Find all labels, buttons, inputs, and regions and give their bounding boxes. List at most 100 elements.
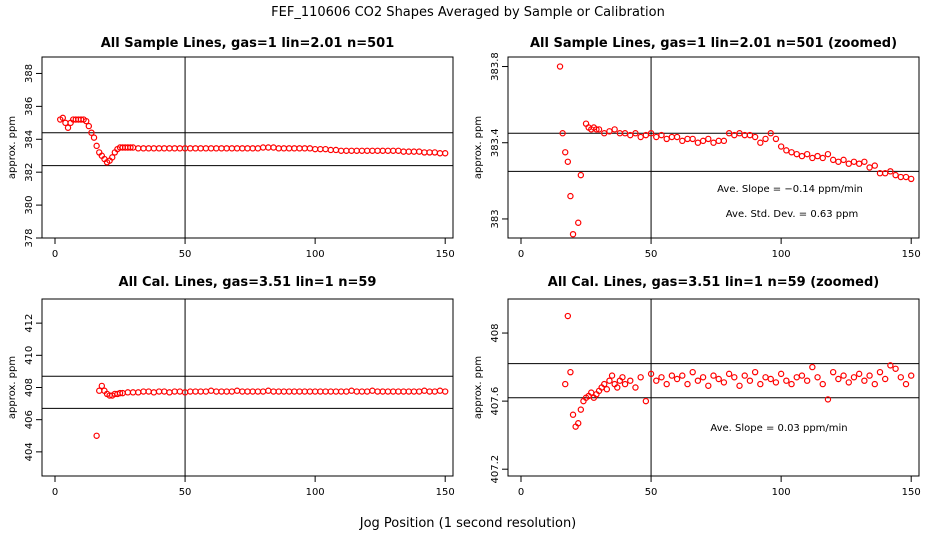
- data-point: [127, 144, 134, 151]
- data-point: [658, 131, 665, 139]
- data-point: [741, 372, 748, 379]
- data-point: [556, 63, 564, 70]
- data-point: [725, 370, 733, 378]
- data-point: [436, 387, 444, 394]
- data-point: [887, 362, 894, 369]
- data-point: [135, 389, 142, 396]
- chart-panel-2: All Sample Lines, gas=1 lin=2.01 n=501 (…: [473, 36, 921, 260]
- data-point: [731, 131, 738, 139]
- data-point: [93, 142, 100, 150]
- data-point: [788, 149, 795, 156]
- data-point: [358, 147, 366, 154]
- data-point: [265, 144, 272, 151]
- data-point: [109, 154, 116, 161]
- data-point: [593, 126, 600, 133]
- data-point: [244, 145, 251, 152]
- data-point: [187, 145, 194, 152]
- data-point: [327, 388, 334, 395]
- data-point: [876, 368, 884, 376]
- data-point: [762, 135, 769, 143]
- data-point: [715, 375, 722, 383]
- chart-annotation: Ave. Std. Dev. = 0.63 ppm: [726, 209, 858, 220]
- x-tick-label: 0: [52, 487, 58, 498]
- data-point: [415, 148, 423, 155]
- data-point: [223, 388, 230, 395]
- data-point: [614, 384, 621, 391]
- data-point: [249, 145, 256, 152]
- data-point: [265, 387, 272, 394]
- data-point: [426, 149, 433, 156]
- data-point: [684, 135, 691, 143]
- data-point: [710, 139, 717, 146]
- data-point: [855, 160, 863, 167]
- data-point: [892, 365, 899, 372]
- data-point: [410, 388, 418, 395]
- y-tick-label: 407.6: [490, 387, 501, 416]
- x-tick-label: 150: [902, 487, 921, 498]
- data-point: [192, 145, 199, 152]
- chart-title: All Sample Lines, gas=1 lin=2.01 n=501: [101, 36, 395, 51]
- plot-frame: [507, 298, 920, 477]
- data-point: [803, 377, 811, 384]
- data-point: [619, 374, 626, 381]
- data-point: [694, 377, 702, 384]
- data-point: [689, 135, 696, 143]
- data-point: [632, 384, 639, 391]
- data-point: [907, 372, 915, 379]
- x-tick-label: 50: [179, 487, 192, 498]
- data-point: [197, 388, 204, 395]
- data-point: [285, 388, 293, 395]
- data-point: [400, 148, 407, 155]
- data-point: [767, 130, 774, 137]
- x-tick-label: 150: [902, 249, 921, 260]
- data-point: [83, 117, 90, 125]
- data-point: [291, 388, 298, 395]
- data-point: [64, 124, 72, 131]
- data-point: [777, 370, 785, 378]
- data-point: [374, 388, 381, 395]
- y-tick-label: 407.2: [490, 455, 501, 484]
- data-point: [270, 144, 277, 151]
- y-tick-label: 404: [24, 442, 35, 461]
- data-point: [705, 382, 712, 389]
- data-point: [866, 164, 873, 171]
- y-tick-label: 383: [490, 209, 501, 228]
- y-tick-label: 386: [24, 97, 35, 116]
- data-point: [871, 380, 878, 388]
- y-tick-label: 408: [490, 323, 501, 342]
- y-tick-label: 388: [24, 64, 35, 83]
- data-point: [140, 388, 147, 395]
- data-point: [322, 388, 329, 395]
- data-point: [710, 372, 717, 379]
- data-point: [621, 380, 629, 388]
- data-point: [192, 388, 199, 395]
- data-point: [845, 160, 852, 167]
- data-point: [85, 122, 93, 130]
- chart-panel-3: All Cal. Lines, gas=3.51 lin=1 n=59 0 50 10…: [7, 275, 455, 498]
- data-point: [850, 158, 858, 165]
- data-point: [145, 145, 152, 152]
- data-point: [395, 388, 402, 395]
- data-point: [663, 135, 670, 143]
- data-point: [897, 374, 904, 381]
- data-point: [850, 374, 858, 381]
- data-point: [653, 133, 660, 141]
- plot-frame: [507, 56, 920, 239]
- data-point: [202, 145, 210, 152]
- data-point: [436, 150, 444, 157]
- x-tick-label: 100: [772, 487, 791, 498]
- x-tick-label: 0: [52, 249, 58, 260]
- data-point: [155, 388, 163, 395]
- data-point: [809, 363, 816, 371]
- data-point: [301, 145, 308, 152]
- x-tick-label: 50: [645, 249, 658, 260]
- chart-panel-4: All Cal. Lines, gas=3.51 lin=1 n=59 (zoo…: [473, 275, 921, 498]
- y-axis-label: approx. ppm: [473, 116, 484, 179]
- data-point: [176, 388, 184, 395]
- data-point: [254, 388, 262, 395]
- chart-annotation: Ave. Slope = 0.03 ppm/min: [710, 423, 847, 434]
- data-point: [731, 374, 738, 381]
- data-point: [254, 145, 262, 152]
- data-point: [819, 380, 826, 388]
